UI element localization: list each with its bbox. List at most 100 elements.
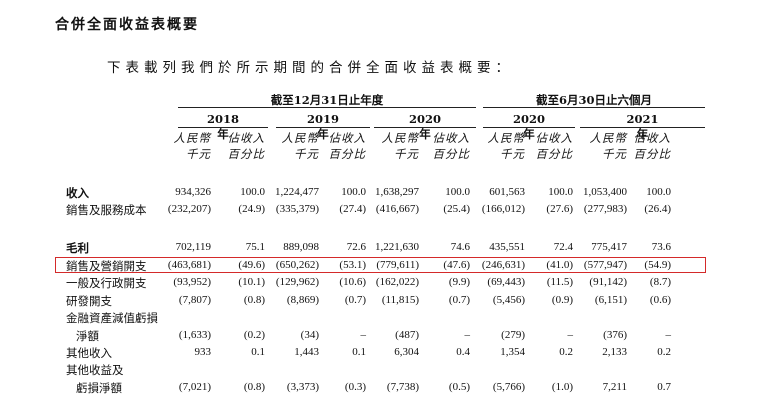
cell-amount: (577,947) bbox=[583, 259, 627, 271]
sub-header-pct-line: 百分比 bbox=[227, 147, 265, 161]
cell-percent: (0.2) bbox=[243, 329, 265, 341]
year-header: 2021年 bbox=[626, 112, 659, 141]
cell-amount: (162,022) bbox=[375, 276, 419, 288]
year-rule bbox=[483, 127, 575, 128]
cell-percent: (10.1) bbox=[238, 276, 265, 288]
group-header-year: 截至12月31日止年度 bbox=[270, 93, 384, 107]
sub-header-pct-line: 百分比 bbox=[535, 147, 573, 161]
cell-percent: (25.4) bbox=[443, 203, 470, 215]
year-rule bbox=[178, 127, 268, 128]
sub-header-pct: 佔收入 百分比 bbox=[215, 130, 265, 162]
cell-percent: (0.3) bbox=[344, 381, 366, 393]
cell-percent: (41.0) bbox=[546, 259, 573, 271]
cell-amount: (11,815) bbox=[381, 294, 419, 306]
cell-amount: 601,563 bbox=[489, 186, 525, 198]
year-rule bbox=[374, 127, 476, 128]
cell-amount: (7,807) bbox=[178, 294, 211, 306]
cell-amount: 889,098 bbox=[283, 241, 319, 253]
cell-amount: (6,151) bbox=[594, 294, 627, 306]
row-label: 一般及行政開支 bbox=[66, 276, 147, 290]
cell-percent: (0.7) bbox=[344, 294, 366, 306]
sub-header-pct: 佔收入 百分比 bbox=[523, 130, 573, 162]
cell-percent: (27.6) bbox=[546, 203, 573, 215]
intro-text: 下表載列我們於所示期間的合併全面收益表概要： bbox=[107, 60, 514, 76]
cell-percent: 0.7 bbox=[657, 381, 671, 393]
sub-header-rmb-line: 千元 bbox=[294, 147, 319, 161]
cell-amount: (246,631) bbox=[481, 259, 525, 271]
cell-amount: (279) bbox=[501, 329, 525, 341]
row-label: 金融資產減值虧損 bbox=[66, 311, 158, 325]
group-header-half: 截至6月30日止六個月 bbox=[535, 93, 652, 107]
sub-header-pct-line: 佔收入 bbox=[633, 131, 671, 145]
year-rule bbox=[276, 127, 370, 128]
row-label: 其他收益及 bbox=[66, 363, 124, 377]
cell-percent: (0.8) bbox=[243, 294, 265, 306]
cell-percent: (24.9) bbox=[238, 203, 265, 215]
cell-percent: – bbox=[665, 329, 672, 341]
cell-amount: 2,133 bbox=[602, 346, 627, 358]
sub-header-rmb: 人民幣 千元 bbox=[269, 130, 319, 162]
cell-amount: (7,738) bbox=[386, 381, 419, 393]
cell-percent: (0.6) bbox=[649, 294, 671, 306]
sub-header-rmb-line: 人民幣 bbox=[381, 131, 419, 145]
cell-percent: 100.0 bbox=[341, 186, 366, 198]
cell-amount: (34) bbox=[300, 329, 319, 341]
sub-header-rmb: 人民幣 千元 bbox=[577, 130, 627, 162]
cell-amount: (232,207) bbox=[167, 203, 211, 215]
cell-amount: (463,681) bbox=[167, 259, 211, 271]
sub-header-pct-line: 佔收入 bbox=[328, 131, 366, 145]
cell-amount: (93,952) bbox=[173, 276, 211, 288]
year-header: 2019年 bbox=[306, 112, 339, 141]
cell-percent: 0.2 bbox=[559, 346, 573, 358]
cell-amount: 1,443 bbox=[294, 346, 319, 358]
cell-amount: (277,983) bbox=[583, 203, 627, 215]
row-label: 收入 bbox=[66, 186, 89, 200]
sub-header-pct-line: 百分比 bbox=[432, 147, 470, 161]
cell-percent: (53.1) bbox=[339, 259, 366, 271]
cell-percent: 100.0 bbox=[445, 186, 470, 198]
cell-percent: 0.1 bbox=[251, 346, 265, 358]
cell-percent: (10.6) bbox=[339, 276, 366, 288]
cell-amount: 6,304 bbox=[394, 346, 419, 358]
cell-percent: (26.4) bbox=[644, 203, 671, 215]
cell-percent: 0.4 bbox=[456, 346, 470, 358]
cell-amount: (487) bbox=[395, 329, 419, 341]
sub-header-rmb-line: 千元 bbox=[500, 147, 525, 161]
cell-percent: 0.2 bbox=[657, 346, 671, 358]
cell-amount: (91,142) bbox=[589, 276, 627, 288]
sub-header-pct: 佔收入 百分比 bbox=[621, 130, 671, 162]
row-label: 其他收入 bbox=[66, 346, 112, 360]
sub-header-pct: 佔收入 百分比 bbox=[420, 130, 470, 162]
cell-amount: (1,633) bbox=[178, 329, 211, 341]
cell-amount: (335,379) bbox=[275, 203, 319, 215]
sub-header-rmb: 人民幣 千元 bbox=[369, 130, 419, 162]
sub-header-pct-line: 百分比 bbox=[633, 147, 671, 161]
cell-percent: – bbox=[464, 329, 471, 341]
cell-percent: (8.7) bbox=[649, 276, 671, 288]
cell-percent: 74.6 bbox=[450, 241, 470, 253]
sub-header-pct-line: 百分比 bbox=[328, 147, 366, 161]
cell-percent: (27.4) bbox=[339, 203, 366, 215]
cell-percent: (47.6) bbox=[443, 259, 470, 271]
cell-percent: 72.6 bbox=[346, 241, 366, 253]
cell-percent: (1.0) bbox=[551, 381, 573, 393]
cell-percent: – bbox=[360, 329, 367, 341]
highlight-box bbox=[55, 257, 706, 273]
row-label: 研發開支 bbox=[66, 294, 112, 308]
group-rule-year bbox=[178, 107, 476, 108]
cell-amount: (5,766) bbox=[492, 381, 525, 393]
sub-header-rmb: 人民幣 千元 bbox=[475, 130, 525, 162]
sub-header-pct-line: 佔收入 bbox=[227, 131, 265, 145]
sub-header-pct: 佔收入 百分比 bbox=[316, 130, 366, 162]
cell-amount: (7,021) bbox=[178, 381, 211, 393]
cell-percent: (9.9) bbox=[448, 276, 470, 288]
year-header: 2020年 bbox=[512, 112, 545, 141]
cell-amount: 1,638,297 bbox=[375, 186, 419, 198]
cell-amount: 7,211 bbox=[602, 381, 627, 393]
row-label: 淨額 bbox=[76, 329, 99, 343]
row-label: 銷售及服務成本 bbox=[66, 203, 147, 217]
cell-amount: (69,443) bbox=[487, 276, 525, 288]
cell-amount: (129,962) bbox=[275, 276, 319, 288]
cell-amount: (5,456) bbox=[492, 294, 525, 306]
cell-percent: (0.7) bbox=[448, 294, 470, 306]
